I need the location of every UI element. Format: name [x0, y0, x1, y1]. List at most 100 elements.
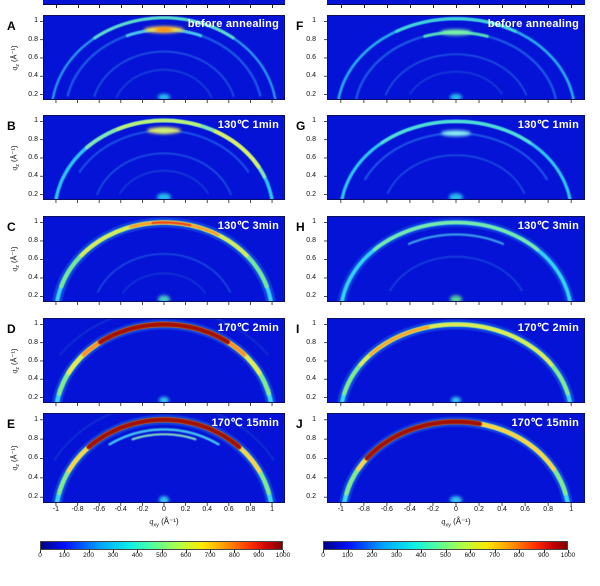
x-tick-label: -0.2 [426, 506, 439, 513]
panel-annotation-J: 170℃ 15min [511, 417, 579, 429]
scattering-pattern-C [40, 216, 285, 305]
colorbar-tick-mark [137, 550, 139, 553]
colorbar-tick-mark [519, 550, 520, 553]
colorbar-tick-label: 800 [228, 552, 240, 559]
diffraction-ring [86, 417, 242, 450]
colorbar-tick-mark [421, 550, 422, 553]
colorbar-tick-label: 1000 [275, 552, 291, 559]
x-tick-label: -0.4 [403, 506, 416, 513]
scattering-pattern-B [40, 115, 285, 203]
intensity-spot [450, 295, 462, 302]
diffraction-ring [131, 433, 197, 441]
y-tick-label: 1 [34, 17, 38, 25]
y-tick-label: 0.4 [306, 273, 316, 281]
panel-letter-E: E [7, 417, 16, 431]
x-tick-label: 1 [569, 506, 574, 513]
diffraction-ring [59, 318, 269, 356]
panel-annotation-A: before annealing [187, 18, 279, 30]
x-tick-label: -1 [52, 506, 60, 513]
y-tick-label: 0.2 [306, 393, 316, 401]
diffraction-ring [344, 419, 568, 496]
diffraction-ring [151, 221, 192, 227]
panel-frame [43, 318, 285, 403]
colorbar-tick-label: 300 [107, 552, 119, 559]
y-tick-label: 0.8 [306, 236, 316, 244]
intensity-spot [450, 496, 462, 503]
panel-letter-C: C [7, 220, 16, 234]
colorbar-tick-label: 700 [489, 552, 500, 559]
y-tick-label: 0.6 [28, 153, 38, 161]
x-tick-label: 0 [162, 506, 166, 513]
x-tick-label: -0.8 [357, 506, 370, 513]
intensity-spot [450, 93, 462, 100]
diffraction-ring [389, 255, 523, 292]
diffraction-ring [364, 132, 548, 181]
diffraction-ring [380, 119, 532, 145]
panel-frame [327, 413, 585, 503]
colorbar-tick-mark [161, 550, 163, 553]
intensity-spot [157, 193, 171, 200]
y-tick-label: 0.4 [28, 375, 38, 383]
crop-x-tick-mark [164, 5, 165, 8]
diffraction-ring [373, 220, 539, 252]
panel-frame [43, 15, 285, 100]
panel-I: 170℃ 2min [324, 318, 585, 406]
crop-x-tick-mark [99, 5, 101, 8]
crop-x-tick-mark [525, 5, 527, 8]
x-tick-label: 1 [270, 506, 274, 513]
y-tick-label: 0.2 [28, 292, 38, 300]
intensity-spot [449, 193, 463, 200]
y-tick-label: 0.8 [306, 338, 316, 346]
intensity-spot [159, 496, 169, 503]
colorbar-tick-label: 600 [464, 552, 476, 559]
crop-x-tick-mark [250, 5, 252, 8]
colorbar-tick-label: 0 [38, 552, 42, 559]
intensity-spot [441, 130, 471, 137]
crop-x-tick-mark [272, 5, 273, 8]
diffraction-ring [121, 272, 207, 294]
diffraction-ring [368, 325, 430, 357]
intensity-spot [440, 29, 472, 36]
colorbar-tick-mark [323, 550, 324, 553]
crop-x-tick-mark [502, 5, 504, 8]
colorbar-tick-label: 500 [156, 552, 167, 559]
crop-x-tick-mark [386, 5, 388, 8]
colorbar-tick-mark [112, 550, 114, 553]
diffraction-ring [407, 233, 505, 246]
cropped-panel-edge-left [43, 0, 285, 5]
y-tick-label: 0.6 [28, 454, 38, 462]
crop-x-tick-mark [120, 5, 122, 8]
y-tick-label: 0.4 [306, 473, 316, 481]
colorbar-tick-label: 200 [83, 552, 95, 559]
x-tick-label: -0.6 [380, 506, 393, 513]
x-tick-label: -0.8 [71, 506, 84, 513]
panel-frame [43, 115, 285, 200]
y-tick-label: 0.4 [306, 375, 316, 383]
colorbar-tick-label: 300 [391, 552, 402, 559]
x-tick-label: 0.6 [223, 506, 234, 513]
panel-frame [327, 15, 585, 100]
x-tick-label: 0.4 [497, 506, 507, 513]
crop-x-tick-mark [363, 5, 365, 8]
colorbar-tick-label: 500 [440, 552, 451, 559]
panel-letter-H: H [296, 220, 305, 234]
intensity-spot [156, 128, 172, 133]
diffraction-ring [364, 419, 482, 461]
y-axis-label-A: qz (Å⁻¹) [9, 44, 21, 71]
y-tick-label: 1 [34, 320, 38, 328]
panel-annotation-I: 170℃ 2min [517, 322, 579, 334]
y-tick-label: 0.2 [306, 90, 316, 98]
y-tick-label: 0.8 [306, 435, 316, 443]
y-tick-label: 1 [312, 320, 316, 328]
crop-x-tick-mark [185, 5, 187, 8]
colorbar-tick-mark [347, 550, 349, 553]
crop-x-tick-mark [479, 5, 480, 8]
intensity-spot [158, 93, 170, 100]
y-tick-label: 1 [312, 218, 316, 226]
x-tick-label: 0 [454, 506, 458, 513]
y-tick-label: 0.8 [306, 35, 316, 43]
colorbar-tick-mark [372, 550, 373, 553]
y-tick-label: 0.6 [28, 356, 38, 364]
colorbar-tick-label: 0 [321, 552, 325, 559]
y-tick-label: 0.6 [28, 255, 38, 263]
